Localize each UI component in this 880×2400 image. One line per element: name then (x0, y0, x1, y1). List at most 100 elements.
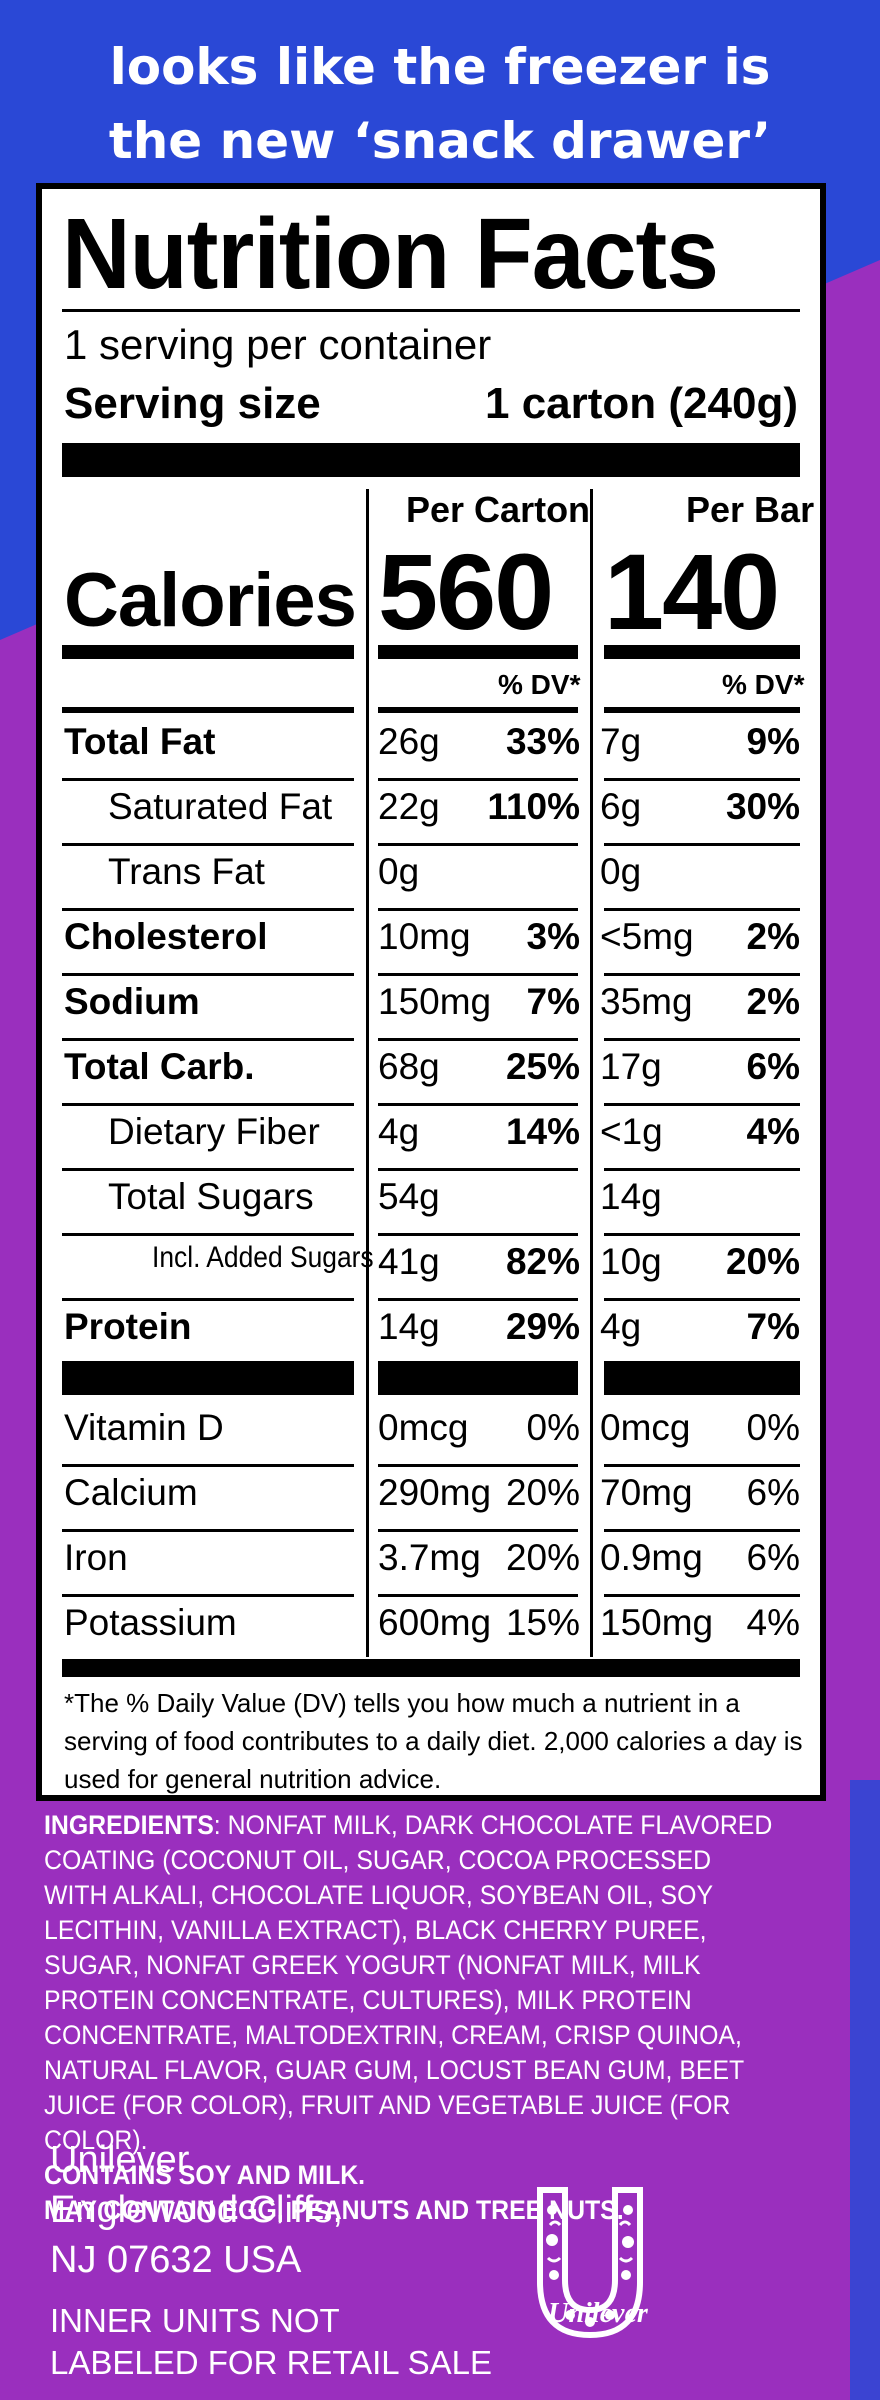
row-rule (378, 1464, 578, 1467)
ingredients-text: : NONFAT MILK, DARK CHOCOLATE FLAVORED C… (44, 1810, 773, 2155)
tagline-line-1: looks like the freezer is (109, 38, 771, 96)
inner-units-notice: INNER UNITS NOT LABELED FOR RETAIL SALE (50, 2300, 492, 2384)
row-rule (604, 1168, 800, 1171)
row-rule (604, 1594, 800, 1597)
row-rule (62, 1529, 354, 1532)
dv-header-carton: % DV* (498, 669, 581, 700)
daily-value-footnote: *The % Daily Value (DV) tells you how mu… (64, 1688, 803, 1794)
per-bar-amount: <1g (600, 1111, 663, 1152)
per-carton-dv: 110% (487, 786, 580, 827)
per-carton-amount: 41g (378, 1241, 440, 1282)
row-rule (378, 1168, 578, 1171)
per-bar-amount: 0g (600, 851, 642, 892)
column-divider-2 (590, 489, 593, 1657)
per-bar-dv: 6% (746, 1537, 800, 1578)
nutrient-label: Saturated Fat (108, 786, 333, 827)
title-rule (62, 309, 800, 312)
dv-rule-left (62, 707, 354, 713)
row-rule (378, 1594, 578, 1597)
nutrition-facts-title: Nutrition Facts (62, 198, 719, 310)
per-carton-dv: 29% (505, 1306, 580, 1347)
row-rule (62, 1233, 354, 1236)
address-line-1: Unilever (50, 2139, 190, 2181)
per-carton-amount: 150mg (378, 981, 492, 1022)
per-bar-dv: 6% (746, 1472, 800, 1513)
row-rule (378, 1233, 578, 1236)
inner-units-line-2: LABELED FOR RETAIL SALE (50, 2344, 492, 2381)
per-bar-dv: 30% (725, 786, 800, 827)
row-rule (604, 1298, 800, 1301)
serving-size-label: Serving size (64, 379, 321, 428)
row-rule (62, 908, 354, 911)
nutrient-label: Incl. Added Sugars (152, 1241, 374, 1274)
row-rule (62, 778, 354, 781)
dv-header-bar: % DV* (722, 669, 805, 700)
vitamin-label: Calcium (64, 1472, 198, 1513)
address-line-2: Englewood Cliffs, (50, 2189, 343, 2231)
per-bar-amount: 70mg (600, 1472, 693, 1513)
blue-side-strip (850, 1780, 880, 2400)
row-rule (62, 1594, 354, 1597)
row-rule (62, 1038, 354, 1041)
row-rule (62, 843, 354, 846)
per-bar-dv: 4% (746, 1111, 800, 1152)
dv-rule-right (604, 707, 800, 713)
per-carton-amount: 10mg (378, 916, 471, 957)
row-rule (604, 1038, 800, 1041)
vitamin-label: Vitamin D (64, 1407, 224, 1448)
nutrient-label: Total Carb. (64, 1046, 255, 1087)
vitamin-label: Iron (64, 1537, 128, 1578)
per-bar-header: Per Bar (686, 489, 815, 530)
per-carton-amount: 4g (378, 1111, 420, 1152)
per-carton-amount: 0mcg (378, 1407, 469, 1448)
per-carton-dv: 82% (505, 1241, 580, 1282)
nutrient-label: Total Fat (64, 721, 216, 762)
per-bar-amount: <5mg (600, 916, 694, 957)
calories-rule-right (604, 645, 800, 659)
per-carton-amount: 54g (378, 1176, 440, 1217)
per-carton-dv: 15% (505, 1602, 580, 1643)
per-bar-amount: 0.9mg (600, 1537, 703, 1578)
ingredients-block: INGREDIENTS: NONFAT MILK, DARK CHOCOLATE… (44, 1808, 780, 2228)
row-rule (378, 973, 578, 976)
row-rule (604, 1464, 800, 1467)
calories-rule-mid (378, 645, 578, 659)
per-bar-dv: 0% (746, 1407, 800, 1448)
protein-thick-rule (604, 1361, 800, 1395)
protein-thick-rule (378, 1361, 578, 1395)
per-carton-amount: 26g (378, 721, 440, 762)
per-bar-amount: 10g (600, 1241, 662, 1282)
per-bar-dv: 6% (746, 1046, 800, 1087)
servings-per-container: 1 serving per container (64, 321, 492, 368)
calories-rule-left (62, 645, 354, 659)
row-rule (62, 1298, 354, 1301)
calories-per-bar: 140 (604, 531, 780, 652)
per-carton-dv: 7% (526, 981, 580, 1022)
unilever-u-logo-icon (537, 2187, 643, 2339)
per-bar-amount: 7g (600, 721, 642, 762)
per-carton-dv: 14% (505, 1111, 580, 1152)
calories-label: Calories (64, 558, 357, 643)
per-bar-dv: 20% (725, 1241, 800, 1282)
row-rule (62, 973, 354, 976)
thick-rule-bottom (62, 1659, 800, 1677)
ingredients-label: INGREDIENTS (44, 1810, 214, 1840)
allergen-contains: CONTAINS SOY AND MILK. (44, 2160, 366, 2190)
row-rule (604, 778, 800, 781)
nutrient-label: Trans Fat (108, 851, 265, 892)
per-bar-amount: 17g (600, 1046, 662, 1087)
per-carton-dv: 20% (505, 1537, 580, 1578)
per-carton-dv: 3% (526, 916, 580, 957)
vitamin-label: Potassium (64, 1602, 237, 1643)
per-carton-amount: 22g (378, 786, 440, 827)
per-bar-dv: 4% (746, 1602, 800, 1643)
per-bar-amount: 35mg (600, 981, 693, 1022)
per-bar-amount: 14g (600, 1176, 662, 1217)
row-rule (604, 1529, 800, 1532)
column-divider-1 (366, 489, 369, 1657)
tagline-line-2: the new ‘snack drawer’ (108, 112, 772, 170)
row-rule (378, 1038, 578, 1041)
calories-per-carton: 560 (378, 531, 554, 652)
inner-units-line-1: INNER UNITS NOT (50, 2302, 340, 2339)
nutrient-label: Dietary Fiber (108, 1111, 320, 1152)
